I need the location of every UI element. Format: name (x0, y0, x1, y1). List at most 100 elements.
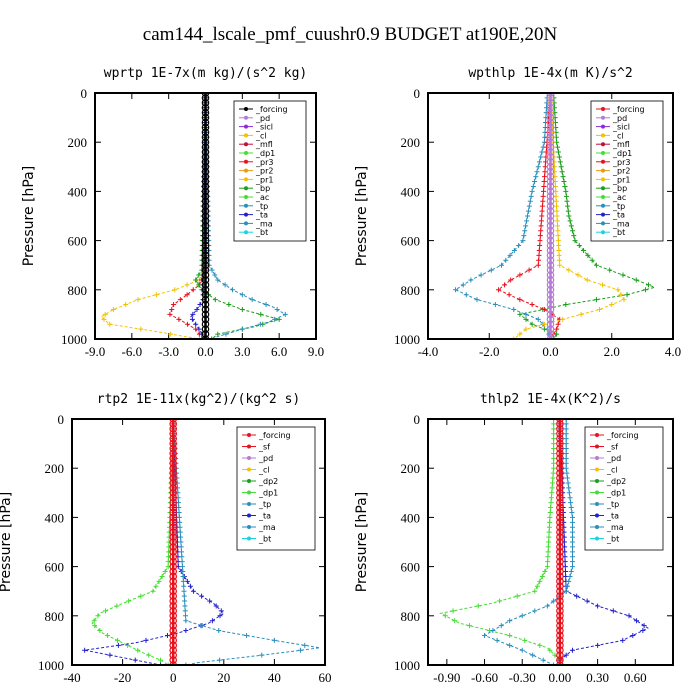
series-point (546, 197, 555, 206)
series-point (530, 183, 536, 189)
series-point (584, 277, 590, 283)
series-point (551, 662, 557, 665)
series-point (546, 281, 555, 289)
series-point (180, 578, 186, 584)
series-point (172, 287, 178, 293)
series-point (169, 528, 178, 536)
series-point (542, 569, 548, 575)
series-point (182, 608, 188, 614)
series-point (517, 331, 523, 337)
series-point (535, 164, 541, 170)
series-point (158, 657, 164, 663)
series-point (578, 311, 584, 317)
legend: _forcing_pd_sicl_cl_mfl_dp1_pr3_pr2_pr1_… (233, 100, 307, 242)
series-point (135, 297, 141, 303)
x-tick-label: 20 (217, 670, 230, 685)
x-tick-label: -0.30 (509, 670, 536, 685)
legend-marker (601, 203, 605, 208)
series-point (556, 582, 564, 591)
series-point (169, 498, 178, 507)
series-point (537, 578, 543, 584)
series-point (535, 262, 541, 268)
series-point (171, 302, 177, 308)
series-point (92, 623, 98, 629)
legend-marker (244, 212, 248, 217)
series-point (560, 316, 566, 322)
series-point (569, 554, 575, 560)
series-point (563, 455, 569, 461)
series-point (201, 138, 210, 147)
series-point (230, 287, 236, 293)
series-point (201, 94, 210, 102)
series-point (536, 257, 542, 263)
plot-frame (71, 418, 326, 666)
series-point (568, 223, 574, 229)
legend-label: _ma (255, 219, 273, 228)
legend-label: _bt (258, 535, 271, 544)
series-point (201, 290, 210, 299)
series-point (597, 306, 602, 312)
series-point (166, 529, 172, 535)
series-point (182, 603, 188, 609)
series-point (274, 306, 280, 312)
series-point (539, 208, 545, 214)
series-point (97, 628, 103, 634)
series-point (556, 243, 562, 249)
series-point (532, 179, 538, 185)
series-point (554, 213, 560, 219)
series-point (556, 577, 564, 586)
series-point (556, 616, 564, 625)
series-point (523, 311, 529, 317)
series-point (554, 218, 560, 224)
series-point (546, 118, 555, 127)
series-point (546, 266, 555, 274)
series-point (556, 454, 564, 463)
series-point (184, 282, 190, 288)
y-tick-label: 1000 (61, 332, 87, 347)
series-point (507, 252, 513, 258)
legend-marker (244, 186, 248, 191)
series-point (556, 538, 564, 546)
series-point (177, 297, 183, 303)
legend-label: _ma (612, 219, 630, 228)
series-point (212, 272, 218, 278)
series-point (166, 539, 172, 545)
series-point (546, 261, 555, 270)
series-point (169, 562, 178, 571)
series-point (201, 192, 210, 201)
series-point (556, 484, 564, 492)
series-point (522, 637, 528, 643)
series-point (138, 593, 144, 599)
legend-marker (244, 168, 248, 173)
legend-label: _pd (612, 114, 627, 123)
legend-label: _dp2 (258, 477, 278, 486)
series-point (546, 290, 555, 299)
plot-frame (427, 418, 674, 666)
series-point (539, 213, 545, 219)
series-point (201, 241, 210, 250)
series-point (546, 128, 555, 137)
legend: _forcing _sf _pd _cl _dp2 _dp1 _tp _ta _ma _bt (236, 426, 316, 551)
legend-marker (247, 456, 251, 460)
series-point (460, 282, 466, 288)
series-point (201, 285, 210, 294)
series-point (165, 632, 171, 638)
series-point (201, 108, 210, 117)
series-point (201, 177, 210, 186)
series-point (244, 632, 250, 638)
legend-marker (601, 133, 605, 138)
series-point (546, 246, 555, 255)
y-tick-label: 1000 (394, 658, 420, 673)
series-line-tp (454, 93, 551, 339)
series-point (530, 652, 536, 658)
series-point (618, 292, 624, 298)
series-point (492, 302, 498, 308)
series-point (126, 598, 132, 604)
series-point (589, 257, 595, 263)
legend-label: _ta (606, 512, 619, 521)
series-point (620, 637, 626, 643)
series-point (201, 172, 210, 181)
series-point (551, 450, 557, 456)
series-point (166, 534, 172, 540)
series-point (177, 519, 183, 525)
